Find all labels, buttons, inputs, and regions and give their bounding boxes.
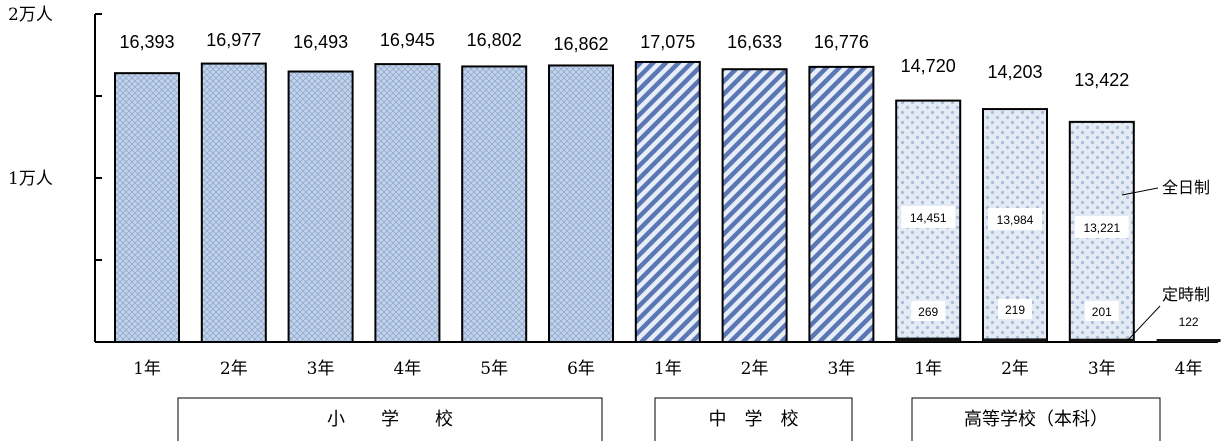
bar-night xyxy=(896,337,961,342)
category-label: 4年 xyxy=(393,359,421,379)
part-time-label: 269 xyxy=(918,305,938,319)
label-bg xyxy=(988,208,1042,230)
total-label: 16,633 xyxy=(727,32,782,52)
bar xyxy=(721,68,788,343)
category-label: 1年 xyxy=(914,359,942,379)
group-label: 中 学 校 xyxy=(709,409,799,430)
group-label: 小 学 校 xyxy=(327,409,453,430)
label-bg xyxy=(1074,216,1129,238)
total-label: 13,422 xyxy=(1074,70,1129,90)
bar xyxy=(634,60,701,343)
total-label: 16,493 xyxy=(293,32,348,52)
bar-night xyxy=(1069,338,1134,342)
label-bg xyxy=(901,206,956,228)
category-label: 2年 xyxy=(220,359,248,379)
total-label: 16,802 xyxy=(467,30,522,50)
category-label: 3年 xyxy=(307,359,335,379)
legend-leader xyxy=(1121,187,1159,196)
label-bg xyxy=(998,299,1032,319)
category-label: 6年 xyxy=(567,359,595,379)
legend-full-time: 全日制 xyxy=(1162,178,1210,197)
part-time-label: 219 xyxy=(1005,303,1025,317)
group-bracket xyxy=(177,397,603,441)
total-label: 16,977 xyxy=(206,30,261,50)
category-label: 2年 xyxy=(741,359,769,379)
bar xyxy=(200,62,267,343)
total-label: 16,862 xyxy=(553,34,608,54)
y-tick-label: 2万人 xyxy=(8,5,53,25)
total-label: 16,776 xyxy=(814,32,869,52)
part-time-label: 201 xyxy=(1092,305,1112,319)
part-time-label: 122 xyxy=(1179,315,1199,329)
bar xyxy=(114,72,180,344)
total-label: 16,393 xyxy=(119,32,174,52)
total-label: 14,203 xyxy=(987,62,1042,82)
legend-leader xyxy=(1127,305,1161,341)
category-label: 1年 xyxy=(133,359,161,379)
category-label: 3年 xyxy=(1088,359,1116,379)
bar-night xyxy=(983,338,1047,342)
group-label: 高等学校（本科） xyxy=(964,409,1108,430)
category-label: 2年 xyxy=(1001,359,1029,379)
full-time-label: 13,221 xyxy=(1083,221,1120,235)
category-label: 1年 xyxy=(654,359,682,379)
bar xyxy=(548,64,614,344)
bar xyxy=(461,65,528,343)
group-bracket xyxy=(654,397,853,441)
bar xyxy=(287,70,354,343)
total-label: 16,945 xyxy=(380,30,435,50)
bar-night xyxy=(1156,339,1221,342)
category-label: 5年 xyxy=(480,359,508,379)
category-label: 3年 xyxy=(827,359,855,379)
bar xyxy=(808,65,875,343)
full-time-label: 13,984 xyxy=(997,213,1034,227)
label-bg xyxy=(911,301,946,321)
legend-part-time: 定時制 xyxy=(1162,285,1210,304)
y-tick-label: 1万人 xyxy=(8,169,53,189)
full-time-label: 14,451 xyxy=(910,211,947,225)
category-label: 4年 xyxy=(1175,359,1203,379)
label-bg xyxy=(1084,301,1119,321)
bar xyxy=(374,63,441,344)
total-label: 17,075 xyxy=(640,32,695,52)
group-bracket xyxy=(911,397,1161,441)
total-label: 14,720 xyxy=(901,56,956,76)
